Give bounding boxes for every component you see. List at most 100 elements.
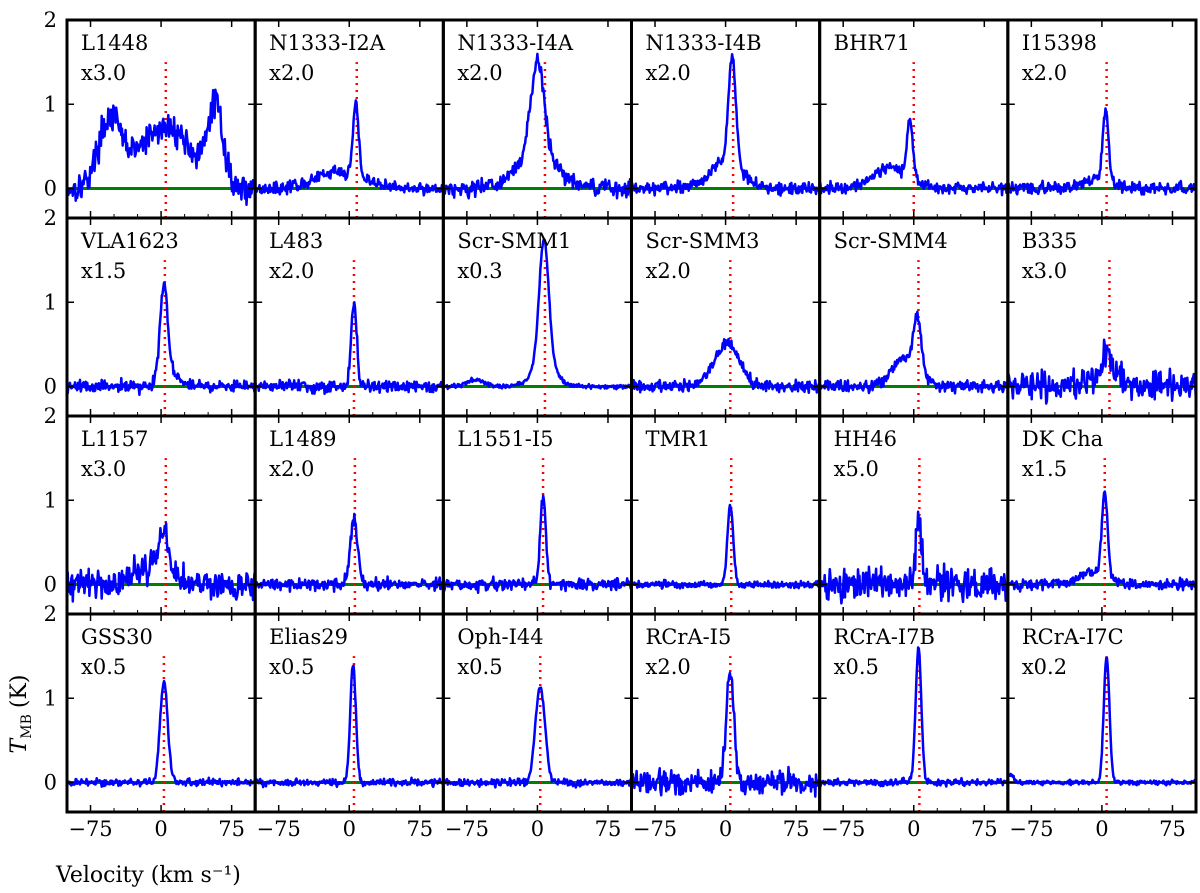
panel-plot-area <box>631 260 820 416</box>
panel-n1333-i4a: N1333-I4A x2.0 <box>441 18 634 220</box>
panel-rcra-i7b: RCrA-I7B x0.5 −75 0 75 <box>818 612 1010 841</box>
panel-scale-factor: x0.3 <box>457 259 502 283</box>
panel-source-name: L1448 <box>81 31 148 55</box>
panel-source-name: Oph-I44 <box>457 625 543 649</box>
y-tick-label: 0 <box>44 375 57 399</box>
panel-source-name: RCrA-I7B <box>834 625 935 649</box>
panel-scale-factor: x1.5 <box>81 259 126 283</box>
spectrum-line <box>443 52 632 200</box>
panel-plot-area <box>67 458 256 614</box>
panel-n1333-i4b: N1333-I4B x2.0 <box>630 18 822 220</box>
panel-scale-factor: x5.0 <box>834 457 879 481</box>
x-tick-label: 0 <box>343 817 356 841</box>
panel-b335: B335 x3.0 <box>1006 216 1198 418</box>
spectrum-line <box>443 237 632 391</box>
spectrum-line <box>67 522 256 603</box>
panel-source-name: Elias29 <box>269 625 348 649</box>
panel-source-name: L483 <box>269 229 323 253</box>
x-tick-label: −75 <box>1009 817 1053 841</box>
spectrum-line <box>1007 490 1196 593</box>
panel-scale-factor: x2.0 <box>457 61 502 85</box>
panel-l1448: L1448 x3.0 0 1 2 <box>44 8 257 220</box>
panel-vla1623: VLA1623 x1.5 0 1 2 <box>44 206 257 418</box>
panel-scale-factor: x2.0 <box>269 457 314 481</box>
y-tick-label: 2 <box>44 206 57 230</box>
x-tick-label: 0 <box>531 817 544 841</box>
panel-plot-area <box>1007 458 1196 614</box>
panel-plot-area <box>443 458 632 614</box>
panel-source-name: HH46 <box>834 427 897 451</box>
panel-source-name: RCrA-I7C <box>1022 625 1124 649</box>
y-tick-label: 2 <box>44 8 57 32</box>
panel-source-name: BHR71 <box>834 31 910 55</box>
panel-plot-area <box>443 237 632 416</box>
panel-source-name: L1551-I5 <box>457 427 553 451</box>
spectrum-line <box>631 53 820 197</box>
y-axis-label: TMB (K) <box>7 675 35 754</box>
panel-scale-factor: x3.0 <box>81 61 126 85</box>
panel-scale-factor: x1.5 <box>1022 457 1067 481</box>
spectrum-line <box>631 671 820 798</box>
panel-plot-area <box>819 62 1008 218</box>
x-tick-label: 0 <box>907 817 920 841</box>
x-tick-label: −75 <box>821 817 865 841</box>
x-tick-label: 75 <box>218 817 245 841</box>
spectrum-line <box>819 646 1008 788</box>
x-tick-label: 0 <box>1095 817 1108 841</box>
panel-source-name: GSS30 <box>81 625 153 649</box>
y-tick-label: 1 <box>44 290 57 314</box>
panel-plot-area <box>1007 62 1196 218</box>
panel-source-name: Scr-SMM4 <box>834 229 948 253</box>
panel-dk-cha: DK Cha x1.5 <box>1006 414 1198 616</box>
panel-scr-smm1: Scr-SMM1 x0.3 <box>441 216 634 418</box>
panel-l1489: L1489 x2.0 <box>253 414 445 616</box>
y-tick-label: 0 <box>44 573 57 597</box>
y-tick-label: 1 <box>44 92 57 116</box>
panel-elias29: Elias29 x0.5 −75 0 75 <box>253 612 445 841</box>
panel-scale-factor: x2.0 <box>646 61 691 85</box>
panel-scale-factor: x2.0 <box>1022 61 1067 85</box>
panel-tmr1: TMR1 <box>630 414 822 616</box>
spectrum-line <box>631 337 820 395</box>
panel-plot-area <box>1007 260 1196 416</box>
panel-source-name: Scr-SMM3 <box>646 229 760 253</box>
spectrum-line <box>819 510 1008 605</box>
panel-scale-factor: x2.0 <box>646 259 691 283</box>
panel-scale-factor: x0.5 <box>269 655 314 679</box>
y-tick-label: 0 <box>44 771 57 795</box>
panel-source-name: N1333-I2A <box>269 31 386 55</box>
panel-scale-factor: x0.5 <box>457 655 502 679</box>
panel-plot-area <box>819 646 1008 812</box>
panel-source-name: N1333-I4A <box>457 31 574 55</box>
spectrum-line <box>631 503 820 590</box>
panel-plot-area <box>819 260 1008 416</box>
panel-scale-factor: x0.2 <box>1022 655 1067 679</box>
spectrum-line <box>443 686 632 789</box>
x-tick-label: −75 <box>257 817 301 841</box>
panel-plot-area <box>67 260 256 416</box>
panel-source-name: Scr-SMM1 <box>457 229 571 253</box>
panel-oph-i44: Oph-I44 x0.5 −75 0 75 <box>441 612 634 841</box>
panel-plot-area <box>443 52 632 218</box>
panel-scale-factor: x0.5 <box>81 655 126 679</box>
panel-scale-factor: x2.0 <box>646 655 691 679</box>
y-tick-label: 1 <box>44 488 57 512</box>
x-tick-label: −75 <box>445 817 489 841</box>
y-axis-label-sub: MB <box>19 714 35 739</box>
panel-gss30: GSS30 x0.5 0 1 2 −75 0 75 <box>44 602 257 841</box>
spectrum-line <box>67 88 256 207</box>
panel-l1551-i5: L1551-I5 <box>441 414 634 616</box>
panel-scale-factor: x2.0 <box>269 61 314 85</box>
panel-source-name: RCrA-I5 <box>646 625 732 649</box>
panel-plot-area <box>819 458 1008 614</box>
panel-scale-factor: x3.0 <box>1022 259 1067 283</box>
panel-i15398: I15398 x2.0 <box>1006 18 1198 220</box>
spectrum-line <box>1007 338 1196 405</box>
panel-scr-smm4: Scr-SMM4 <box>818 216 1010 418</box>
x-tick-label: 0 <box>719 817 732 841</box>
panel-scr-smm3: Scr-SMM3 x2.0 <box>630 216 822 418</box>
spectrum-line <box>255 99 444 197</box>
spectrum-line <box>255 300 444 396</box>
spectrum-line <box>819 117 1008 197</box>
x-axis-label: Velocity (km s⁻¹) <box>55 863 241 888</box>
